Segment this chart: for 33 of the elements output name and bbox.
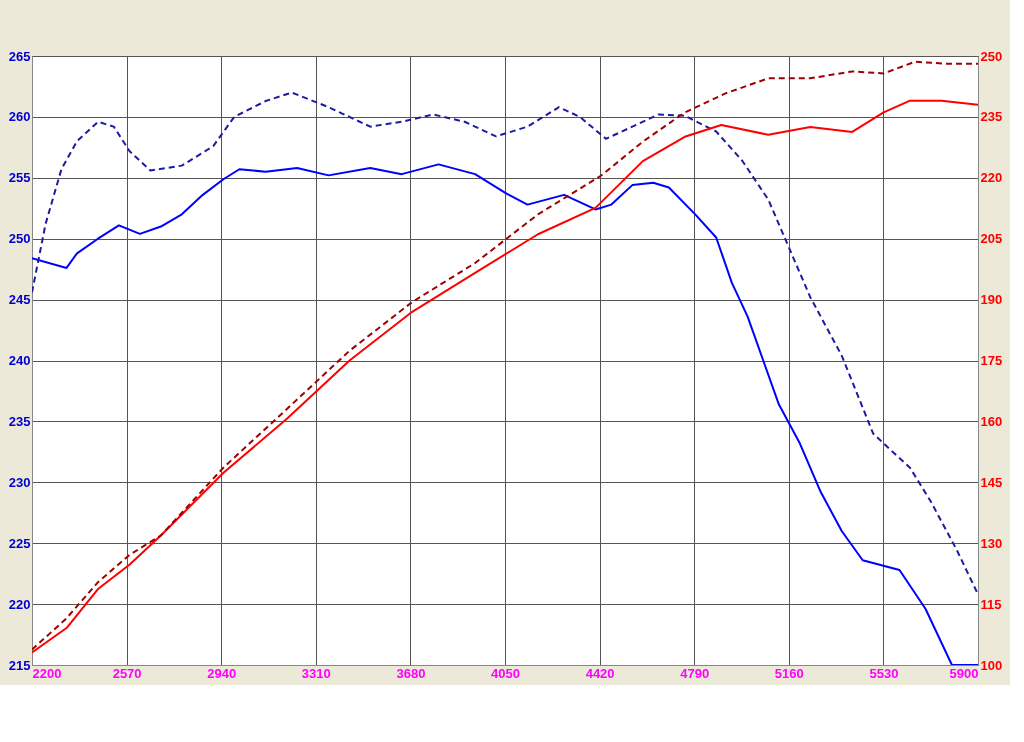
y2-tick-label: 220 [980, 170, 1003, 186]
x-tick-label: 2940 [207, 665, 237, 681]
x-tick-label: 5530 [869, 665, 899, 681]
y-tick-label: 240 [8, 353, 31, 368]
y2-tick-label: 160 [980, 413, 1003, 429]
x-tick-label: 4050 [491, 665, 520, 681]
y-tick-label: 250 [8, 231, 31, 247]
x-tick-label: 3310 [301, 665, 331, 681]
y-tick-label: 220 [8, 596, 31, 612]
y-tick-label: 215 [8, 657, 31, 673]
x-tick-label: 5160 [774, 665, 804, 681]
y2-tick-label: 100 [980, 657, 1003, 673]
y2-tick-label: 250 [980, 48, 1003, 64]
y-tick-label: 265 [8, 48, 31, 64]
y2-tick-label: 130 [980, 535, 1003, 551]
y2-tick-label: 235 [980, 109, 1003, 125]
y2-tick-label: 190 [980, 292, 1003, 308]
x-tick-label: 4790 [680, 665, 710, 681]
y2-tick-label: 175 [980, 353, 1003, 368]
x-tick-label: 2200 [32, 665, 62, 681]
y-tick-label: 225 [8, 535, 31, 551]
y2-tick-label: 205 [980, 231, 1003, 247]
y2-tick-label: 115 [980, 596, 1002, 612]
y-tick-label: 230 [8, 474, 31, 490]
x-tick-label: 4420 [585, 665, 615, 681]
x-tick-label: 5900 [949, 665, 979, 681]
y2-tick-label: 145 [980, 474, 1003, 490]
y-tick-label: 260 [8, 109, 31, 125]
x-tick-label: 2570 [112, 665, 142, 681]
y-tick-label: 245 [8, 292, 31, 308]
y-tick-label: 235 [8, 413, 31, 429]
x-tick-label: 3680 [396, 665, 426, 681]
y-tick-label: 255 [8, 170, 31, 186]
